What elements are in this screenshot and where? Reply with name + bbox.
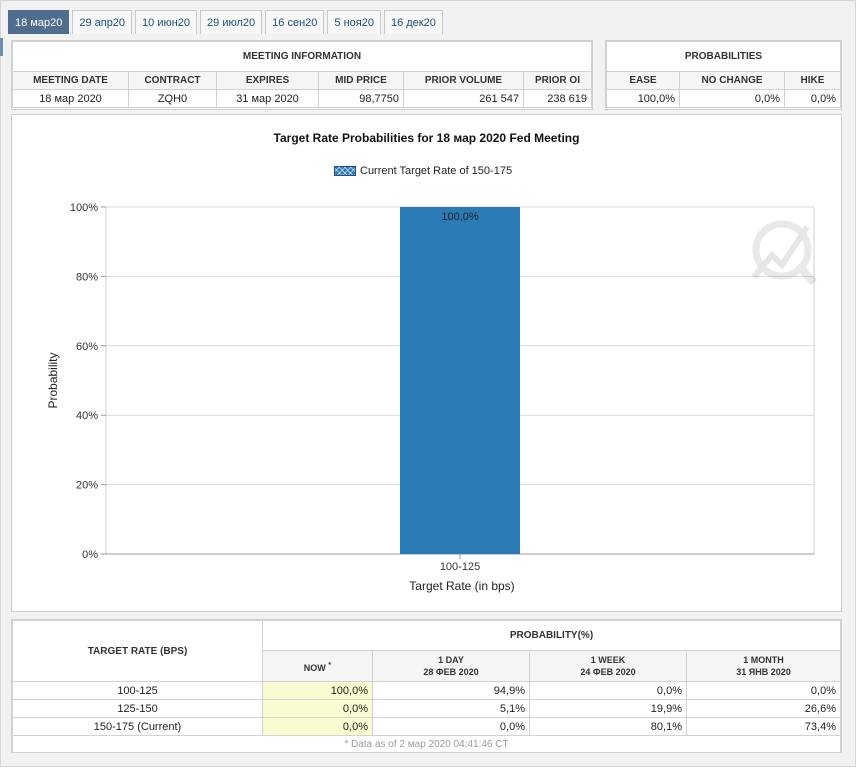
tab-meeting-5[interactable]: 16 сен20 bbox=[265, 10, 325, 34]
header-now-label: NOW bbox=[303, 662, 326, 673]
header-now: NOW * bbox=[262, 650, 373, 682]
day-cell: 94,9% bbox=[372, 681, 530, 700]
tab-meeting-6[interactable]: 5 ноя20 bbox=[327, 10, 381, 34]
prior-volume-value: 261 547 bbox=[403, 89, 524, 108]
tab-meeting-2[interactable]: 29 апр20 bbox=[72, 10, 133, 34]
month-cell: 26,6% bbox=[686, 699, 841, 718]
data-timestamp-note: * Data as of 2 мар 2020 04:41:46 CT bbox=[12, 735, 841, 753]
bar-data-label: 100,0% bbox=[441, 211, 479, 223]
probability-table-panel: TARGET RATE (BPS) PROBABILITY(%) NOW * 1… bbox=[11, 619, 842, 753]
header-1-month-label: 1 MONTH bbox=[743, 655, 784, 665]
header-1-week-date: 24 ФЕВ 2020 bbox=[580, 667, 636, 677]
x-tick-label: 100-125 bbox=[440, 561, 480, 573]
now-cell: 0,0% bbox=[262, 699, 373, 718]
rate-cell: 125-150 bbox=[12, 699, 263, 718]
probability-table: TARGET RATE (BPS) PROBABILITY(%) NOW * 1… bbox=[12, 620, 841, 753]
header-1-day-label: 1 DAY bbox=[438, 655, 464, 665]
y-tick-label: 100% bbox=[70, 202, 98, 214]
tab-meeting-7[interactable]: 16 дек20 bbox=[383, 10, 443, 34]
meeting-information-title: MEETING INFORMATION bbox=[12, 41, 592, 72]
y-tick-label: 20% bbox=[76, 480, 98, 492]
header-expires: EXPIRES bbox=[216, 71, 319, 90]
month-cell: 73,4% bbox=[686, 717, 841, 736]
header-1-week: 1 WEEK 24 ФЕВ 2020 bbox=[529, 650, 687, 682]
no-change-value: 0,0% bbox=[679, 89, 785, 108]
hike-value: 0,0% bbox=[784, 89, 841, 108]
left-edge-marker bbox=[0, 38, 3, 56]
week-cell: 19,9% bbox=[529, 699, 687, 718]
week-cell: 80,1% bbox=[529, 717, 687, 736]
tab-meeting-1[interactable]: 18 мар20 bbox=[8, 10, 70, 34]
header-1-week-label: 1 WEEK bbox=[590, 655, 626, 665]
legend-label: Current Target Rate of 150-175 bbox=[360, 165, 513, 177]
week-cell: 0,0% bbox=[529, 681, 687, 700]
table-row: 100-125 100,0% 94,9% 0,0% 0,0% bbox=[12, 681, 841, 700]
y-tick-label: 40% bbox=[76, 410, 98, 422]
header-probability: PROBABILITY(%) bbox=[262, 620, 841, 651]
header-1-month-date: 31 ЯНВ 2020 bbox=[736, 667, 791, 677]
header-1-day: 1 DAY 28 ФЕВ 2020 bbox=[372, 650, 530, 682]
meeting-date-value: 18 мар 2020 bbox=[12, 89, 129, 108]
table-row: 125-150 0,0% 5,1% 19,9% 26,6% bbox=[12, 699, 841, 718]
probability-chart: 0% 20% 40% 60% 80% 100% 100,0% 100-125 Target Ra… bbox=[46, 202, 817, 593]
chart-legend: Current Target Rate of 150-175 bbox=[334, 165, 512, 177]
y-axis-label: Probability bbox=[46, 352, 60, 408]
mid-price-value: 98,7750 bbox=[318, 89, 404, 108]
day-cell: 0,0% bbox=[372, 717, 530, 736]
tab-meeting-4[interactable]: 29 июл20 bbox=[200, 10, 263, 34]
probabilities-title: PROBABILITIES bbox=[606, 41, 841, 72]
meeting-information-table: MEETING INFORMATION MEETING DATE CONTRAC… bbox=[12, 41, 592, 108]
header-1-day-date: 28 ФЕВ 2020 bbox=[423, 667, 479, 677]
header-prior-oi: PRIOR OI bbox=[523, 71, 592, 90]
header-prior-volume: PRIOR VOLUME bbox=[403, 71, 524, 90]
probabilities-table: PROBABILITIES EASE NO CHANGE HIKE 100,0%… bbox=[606, 41, 841, 108]
header-contract: CONTRACT bbox=[128, 71, 217, 90]
y-tick-label: 0% bbox=[82, 549, 98, 561]
y-tick-label: 80% bbox=[76, 271, 98, 283]
now-cell: 100,0% bbox=[262, 681, 373, 700]
month-cell: 0,0% bbox=[686, 681, 841, 700]
chart-panel: Target Rate Probabilities for 18 мар 202… bbox=[11, 114, 842, 612]
bar-100-125 bbox=[400, 207, 520, 554]
ease-value: 100,0% bbox=[606, 89, 680, 108]
x-axis-label: Target Rate (in bps) bbox=[409, 579, 514, 593]
header-no-change: NO CHANGE bbox=[679, 71, 785, 90]
rate-cell: 150-175 (Current) bbox=[12, 717, 263, 736]
header-mid-price: MID PRICE bbox=[318, 71, 404, 90]
header-1-month: 1 MONTH 31 ЯНВ 2020 bbox=[686, 650, 841, 682]
header-hike: HIKE bbox=[784, 71, 841, 90]
chart-title: Target Rate Probabilities for 18 мар 202… bbox=[273, 131, 580, 145]
header-target-rate: TARGET RATE (BPS) bbox=[12, 620, 263, 682]
watermark-logo-icon bbox=[751, 220, 817, 286]
meeting-information-panel: MEETING INFORMATION MEETING DATE CONTRAC… bbox=[11, 40, 593, 110]
day-cell: 5,1% bbox=[372, 699, 530, 718]
now-cell: 0,0% bbox=[262, 717, 373, 736]
probabilities-panel: PROBABILITIES EASE NO CHANGE HIKE 100,0%… bbox=[605, 40, 842, 110]
meeting-tabs: 18 мар20 29 апр20 10 июн20 29 июл20 16 с… bbox=[8, 10, 443, 34]
header-now-mark: * bbox=[328, 659, 332, 669]
legend-swatch bbox=[334, 166, 356, 176]
header-meeting-date: MEETING DATE bbox=[12, 71, 129, 90]
rate-cell: 100-125 bbox=[12, 681, 263, 700]
tab-meeting-3[interactable]: 10 июн20 bbox=[135, 10, 198, 34]
prior-oi-value: 238 619 bbox=[523, 89, 592, 108]
header-ease: EASE bbox=[606, 71, 680, 90]
table-row: 150-175 (Current) 0,0% 0,0% 80,1% 73,4% bbox=[12, 717, 841, 736]
contract-value: ZQH0 bbox=[128, 89, 217, 108]
y-tick-label: 60% bbox=[76, 341, 98, 353]
expires-value: 31 мар 2020 bbox=[216, 89, 319, 108]
